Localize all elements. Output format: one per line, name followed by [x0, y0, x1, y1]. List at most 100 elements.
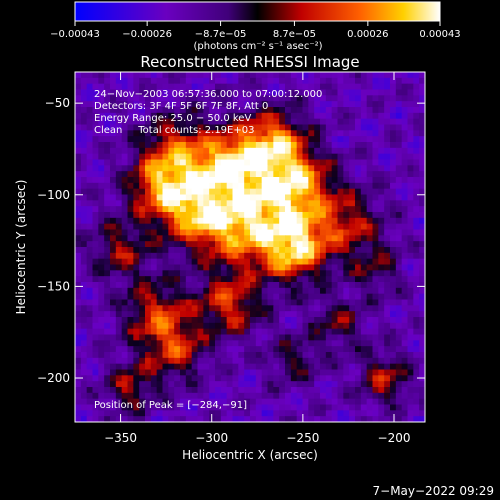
heatmap-cell: [86, 177, 93, 184]
heatmap-cell: [80, 107, 88, 114]
heatmap-cell: [115, 147, 123, 155]
heatmap-cell: [296, 147, 303, 155]
heatmap-cell: [413, 182, 420, 190]
heatmap-cell: [355, 369, 362, 376]
heatmap-cell: [360, 258, 368, 265]
heatmap-cell: [209, 299, 216, 306]
heatmap-cell: [320, 276, 327, 283]
heatmap-cell: [296, 282, 303, 289]
heatmap-cell: [401, 299, 408, 306]
heatmap-cell: [302, 387, 309, 394]
heatmap-cell: [104, 317, 111, 324]
heatmap-cell: [168, 235, 175, 242]
heatmap-cell: [285, 293, 292, 300]
heatmap-cell: [215, 398, 222, 405]
heatmap-cell: [209, 416, 216, 422]
heatmap-cell: [110, 410, 117, 417]
heatmap-cell: [80, 299, 88, 306]
heatmap-cell: [261, 229, 268, 236]
heatmap-cell: [92, 159, 99, 166]
heatmap-cell: [290, 346, 298, 353]
heatmap-cell: [174, 171, 181, 178]
heatmap-cell: [115, 305, 123, 312]
heatmap-cell: [355, 317, 362, 324]
heatmap-cell: [185, 142, 193, 149]
heatmap-cell: [314, 77, 321, 85]
heatmap-cell: [302, 95, 309, 102]
annotation-time-range: 24−Nov−2003 06:57:36.000 to 07:00:12.000: [94, 89, 322, 100]
heatmap-cell: [285, 200, 292, 207]
heatmap-cell: [384, 346, 391, 353]
heatmap-cell: [75, 287, 82, 295]
heatmap-cell: [372, 317, 379, 324]
heatmap-cell: [104, 177, 111, 184]
heatmap-cell: [80, 293, 88, 300]
heatmap-cell: [115, 293, 123, 300]
heatmap-cell: [331, 159, 338, 166]
heatmap-cell: [395, 153, 403, 160]
heatmap-cell: [250, 293, 257, 300]
heatmap-cell: [349, 410, 356, 417]
heatmap-cell: [215, 124, 222, 131]
heatmap-cell: [401, 159, 408, 166]
heatmap-cell: [98, 252, 105, 260]
heatmap-cell: [267, 328, 274, 335]
heatmap-cell: [86, 346, 93, 353]
heatmap-cell: [413, 282, 420, 289]
heatmap-cell: [127, 153, 134, 160]
heatmap-cell: [232, 317, 239, 324]
heatmap-cell: [343, 258, 350, 265]
heatmap-cell: [127, 322, 134, 330]
heatmap-cell: [302, 147, 309, 155]
heatmap-cell: [355, 159, 362, 166]
heatmap-cell: [279, 299, 286, 306]
heatmap-cell: [139, 282, 146, 289]
heatmap-cell: [366, 416, 373, 422]
heatmap-cell: [273, 322, 280, 330]
heatmap-cell: [203, 282, 210, 289]
heatmap-cell: [244, 247, 251, 254]
heatmap-cell: [174, 142, 181, 149]
heatmap-cell: [337, 346, 344, 353]
heatmap-cell: [308, 270, 315, 277]
heatmap-cell: [384, 369, 391, 376]
heatmap-cell: [133, 136, 140, 143]
heatmap-cell: [162, 147, 169, 155]
heatmap-cell: [92, 112, 99, 120]
heatmap-cell: [413, 287, 420, 295]
heatmap-cell: [390, 112, 397, 120]
heatmap-cell: [360, 136, 368, 143]
heatmap-cell: [110, 83, 117, 90]
heatmap-cell: [360, 200, 368, 207]
heatmap-cell: [413, 77, 420, 85]
heatmap-cell: [180, 398, 187, 405]
heatmap-cell: [226, 387, 233, 394]
heatmap-cell: [215, 311, 222, 318]
heatmap-cell: [320, 107, 327, 114]
heatmap-cell: [145, 136, 152, 143]
heatmap-cell: [174, 410, 181, 417]
heatmap-cell: [156, 165, 163, 172]
heatmap-cell: [302, 299, 309, 306]
heatmap-cell: [104, 282, 111, 289]
heatmap-cell: [314, 241, 321, 248]
heatmap-cell: [401, 369, 408, 376]
heatmap-cell: [121, 235, 128, 242]
heatmap-cell: [395, 77, 403, 85]
heatmap-cell: [226, 322, 233, 330]
heatmap-cell: [156, 334, 163, 341]
heatmap-cell: [162, 95, 169, 102]
heatmap-cell: [384, 416, 391, 422]
heatmap-cell: [139, 387, 146, 394]
heatmap-cell: [325, 171, 333, 178]
heatmap-cell: [355, 107, 362, 114]
heatmap-cell: [209, 392, 216, 400]
heatmap-cell: [80, 147, 88, 155]
heatmap-cell: [115, 322, 123, 330]
heatmap-cell: [244, 72, 251, 79]
heatmap-cell: [255, 381, 263, 388]
heatmap-cell: [115, 264, 123, 271]
heatmap-cell: [413, 264, 420, 271]
heatmap-cell: [267, 112, 274, 120]
heatmap-cell: [244, 398, 251, 405]
